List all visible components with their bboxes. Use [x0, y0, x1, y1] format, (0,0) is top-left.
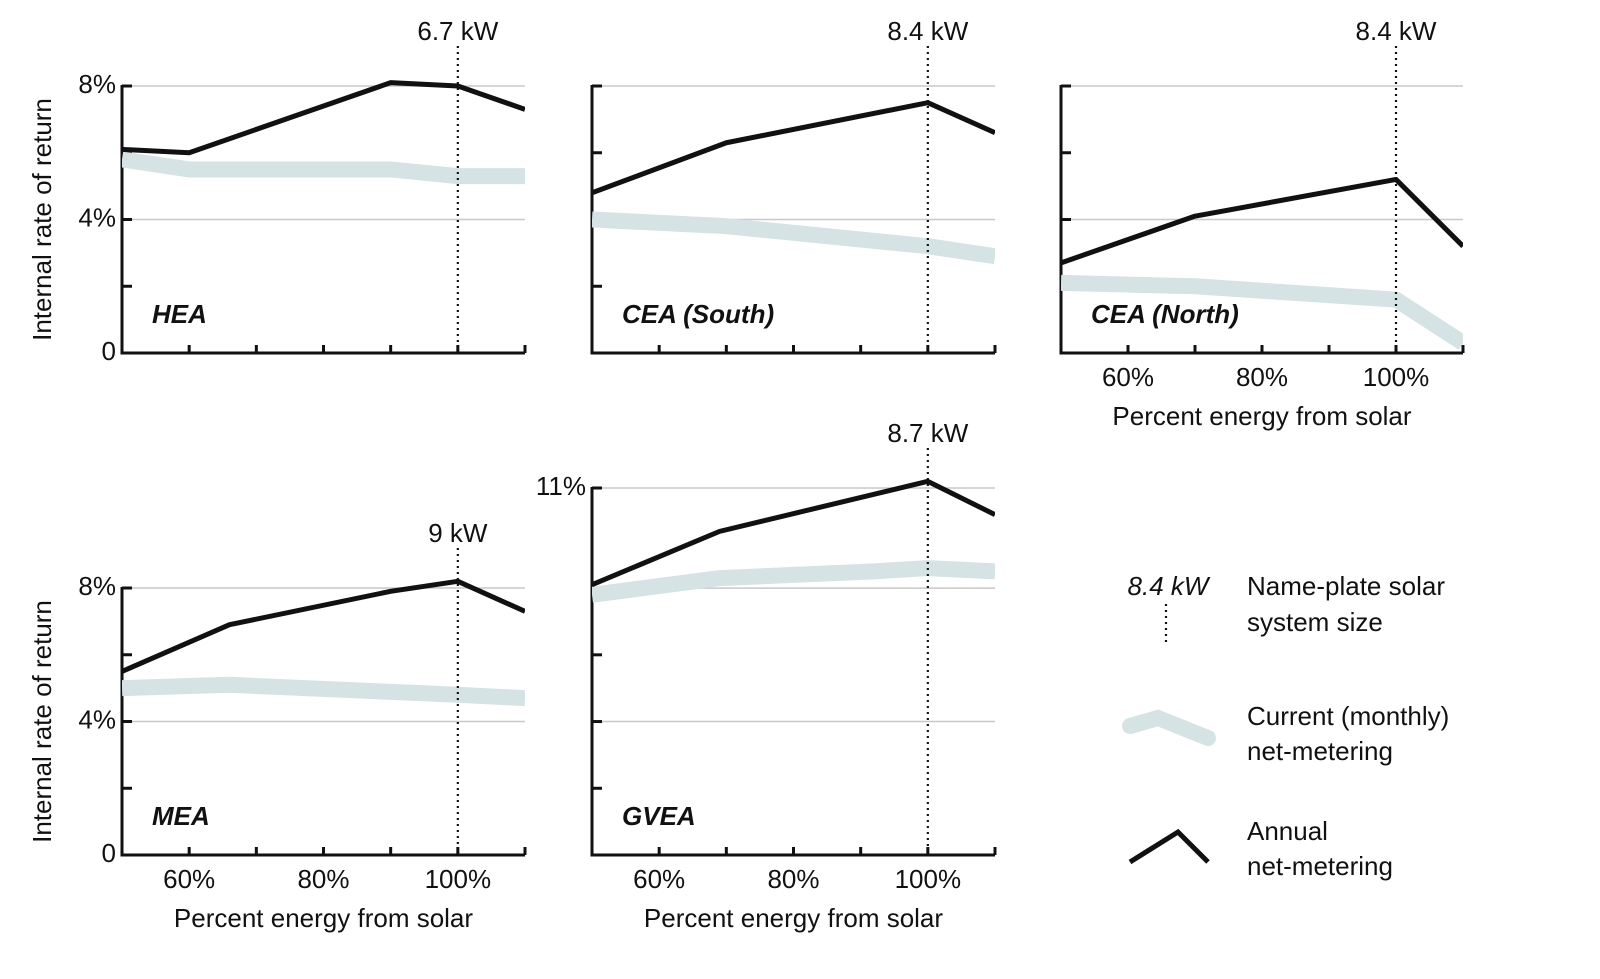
x-tick-label: 60%: [1102, 362, 1154, 392]
size-marker-label: 9 kW: [428, 518, 488, 548]
x-tick-label: 80%: [297, 864, 349, 894]
legend-text: system size: [1247, 607, 1383, 637]
panel: 11% 60% 80% 100% 8.7 kW GVEA Percent energy fr…: [536, 418, 997, 933]
x-tick-label: 80%: [767, 864, 819, 894]
x-axis-label: Percent energy from solar: [644, 903, 943, 933]
legend-text: Current (monthly): [1247, 701, 1449, 731]
series-line: [1061, 176, 1463, 266]
series-line: [592, 560, 995, 603]
x-tick-label: 80%: [1236, 362, 1288, 392]
y-tick-label: 4%: [78, 704, 116, 734]
series-line: [122, 578, 525, 674]
legend-swatch: [1128, 828, 1210, 865]
series-line: [122, 80, 525, 156]
series-line: [1061, 274, 1463, 350]
size-marker-label: 8.4 kW: [887, 16, 968, 46]
y-tick-label: 8%: [78, 571, 116, 601]
size-marker-label: 8.4 kW: [1356, 16, 1437, 46]
series-line: [592, 478, 995, 588]
legend-text: net-metering: [1247, 736, 1393, 766]
x-axis-label: Percent energy from solar: [174, 903, 473, 933]
x-tick-label: 100%: [895, 864, 962, 894]
y-tick-label: 0: [102, 838, 116, 868]
panel: 0 4% 8% 60% 80% 100% 9 kW MEA Percent energy fro…: [27, 518, 527, 933]
panel: 0 4% 8% 6.7 kW HEA Internal rate of return: [27, 16, 527, 366]
y-tick-label: 4%: [78, 202, 116, 232]
x-tick-label: 60%: [633, 864, 685, 894]
series-line: [122, 676, 525, 707]
y-axis-label: Internal rate of return: [27, 600, 57, 843]
panel: 60% 80% 100% 8.4 kW CEA (North) Percent energ…: [1059, 16, 1465, 431]
y-tick-label: 0: [102, 336, 116, 366]
panel-label: CEA (South): [622, 299, 774, 329]
legend-text: Annual: [1247, 816, 1328, 846]
panel-label: GVEA: [622, 801, 696, 831]
y-tick-label: 8%: [78, 69, 116, 99]
series-line: [122, 151, 525, 185]
legend-text: Name-plate solar: [1247, 571, 1445, 601]
y-tick-label: 11%: [536, 471, 586, 501]
panel-label: MEA: [152, 801, 210, 831]
size-marker-label: 8.7 kW: [887, 418, 968, 448]
legend-marker-label: 8.4 kW: [1128, 571, 1211, 601]
panel: 8.4 kW CEA (South): [590, 16, 997, 355]
x-axis-label: Percent energy from solar: [1112, 401, 1411, 431]
legend: 8.4 kW Name-plate solar system size Current…: [1122, 571, 1449, 881]
panel-label: CEA (North): [1091, 299, 1239, 329]
legend-swatch: [1122, 709, 1216, 746]
x-tick-label: 100%: [425, 864, 492, 894]
legend-text: net-metering: [1247, 851, 1393, 881]
panel-label: HEA: [152, 299, 207, 329]
x-tick-label: 60%: [163, 864, 215, 894]
x-tick-label: 100%: [1363, 362, 1430, 392]
series-line: [592, 211, 995, 265]
series-line: [592, 100, 995, 196]
y-axis-label: Internal rate of return: [27, 98, 57, 341]
size-marker-label: 6.7 kW: [417, 16, 498, 46]
